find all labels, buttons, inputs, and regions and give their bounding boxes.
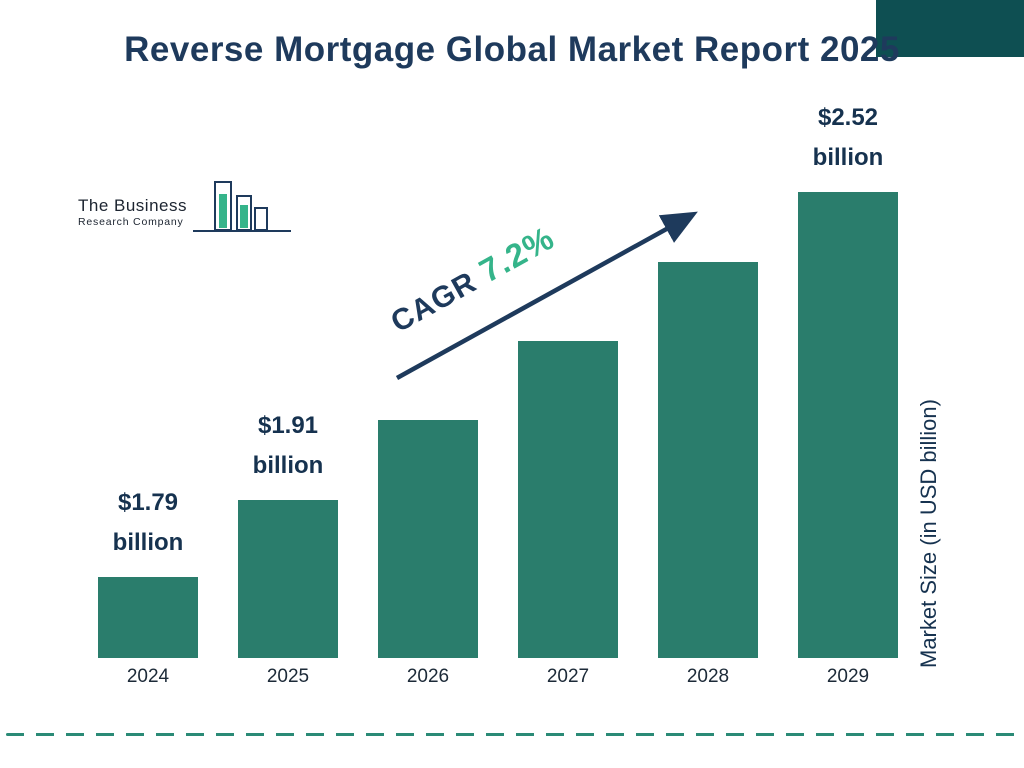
corner-accent bbox=[876, 0, 1024, 57]
logo-text: The Business Research Company bbox=[78, 196, 187, 240]
x-axis-labels: 2024 2025 2026 2027 2028 2029 bbox=[98, 666, 898, 688]
page-title: Reverse Mortgage Global Market Report 20… bbox=[124, 30, 900, 69]
bar-2024 bbox=[98, 577, 198, 658]
x-axis-label-2026: 2026 bbox=[406, 666, 450, 687]
logo-name-line2: Research Company bbox=[78, 215, 184, 228]
logo-chart-icon bbox=[193, 181, 291, 232]
bar-column-2024: $1.79 billion bbox=[98, 98, 198, 658]
x-axis-label-2025: 2025 bbox=[266, 666, 310, 687]
bar-column-2028 bbox=[658, 98, 758, 658]
bottom-dashed-line bbox=[6, 733, 1018, 736]
x-axis-label-2024: 2024 bbox=[126, 666, 170, 687]
bar-chart: $1.79 billion $1.91 billion $2.52 billion bbox=[98, 98, 898, 658]
bar-value-label-2025: $1.91 billion bbox=[252, 412, 324, 479]
x-axis-label-2027: 2027 bbox=[546, 666, 590, 687]
bar-2029 bbox=[798, 192, 898, 658]
x-axis-label-2029: 2029 bbox=[826, 666, 870, 687]
y-axis-label: Market Size (in USD billion) bbox=[916, 399, 941, 668]
company-logo: The Business Research Company bbox=[78, 178, 293, 240]
bar-2025 bbox=[238, 500, 338, 658]
bar-column-2029: $2.52 billion bbox=[798, 98, 898, 658]
bar-2027 bbox=[518, 341, 618, 658]
logo-name-line1: The Business bbox=[78, 196, 187, 216]
bar-value-label-2024: $1.79 billion bbox=[112, 489, 184, 556]
x-axis-label-2028: 2028 bbox=[686, 666, 730, 687]
bar-2028 bbox=[658, 262, 758, 658]
bar-column-2025: $1.91 billion bbox=[238, 98, 338, 658]
bar-column-2027 bbox=[518, 98, 618, 658]
bar-2026 bbox=[378, 420, 478, 658]
trend-arrow-icon bbox=[395, 211, 698, 380]
bar-column-2026 bbox=[378, 98, 478, 658]
bar-value-label-2029: $2.52 billion bbox=[812, 104, 884, 171]
